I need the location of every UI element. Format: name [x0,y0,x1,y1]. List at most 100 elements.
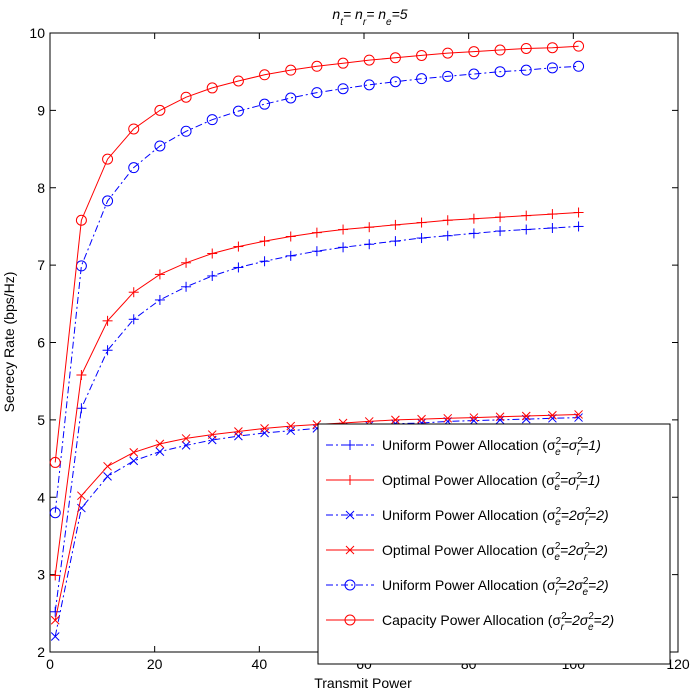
data-point [102,153,114,165]
legend-label-part: e [554,552,560,563]
data-point [50,632,60,641]
data-point [442,70,454,82]
legend-label: Uniform Power Allocation (σ2 r=2σ2 e=2) [382,576,609,598]
data-point [390,236,401,247]
data-point [102,195,114,207]
data-point [442,47,454,59]
legend-label-part: σ [547,437,556,453]
data-point [285,250,296,261]
marker-stroke [50,632,60,641]
marker-stroke [103,461,112,471]
title-text: n [332,6,340,22]
legend-label-part: 2 [555,541,561,552]
data-point [259,69,271,81]
data-point [181,281,192,292]
data-point [206,82,218,94]
data-point [546,62,558,74]
data-point [311,87,323,99]
marker-stroke [155,439,165,449]
marker-stroke [181,441,191,450]
title-text: = n [343,6,363,22]
data-point [50,570,61,581]
marker-stroke [443,413,453,423]
legend-label-part: Optimal Power Allocation ( [382,472,547,488]
marker-stroke [495,412,505,422]
legend-label: Capacity Power Allocation (σ2 r=2σ2 e=2) [382,611,614,633]
x-axis-label: Transmit Power [314,675,412,691]
data-point [468,68,480,80]
y-tick-label: 3 [37,567,45,583]
data-point [103,461,112,471]
legend-label: Uniform Power Allocation (σ2 e=2σ2 r=2) [382,506,609,528]
legend-label-part: 2 [556,576,562,587]
data-point [128,287,139,298]
data-point [154,104,166,116]
legend-label-part: =2) [594,612,615,628]
data-point [260,424,269,433]
legend-label-part: =2σ [560,542,585,558]
data-point [155,439,165,449]
series-1 [50,221,584,617]
data-point [49,507,61,519]
x-tick-label: 40 [252,656,268,672]
series-line [54,45,579,463]
legend-label-part: r [576,482,580,493]
legend-entry: Uniform Power Allocation (σ2 e=σ2 r=1) [326,436,601,458]
data-point [259,256,270,267]
legend-label-part: 2 [577,471,583,482]
data-point [494,66,506,78]
data-point [102,315,113,326]
data-point [76,369,87,380]
marker-stroke [574,413,583,422]
data-point [416,217,427,228]
series-6 [49,40,585,468]
data-point [416,233,427,244]
data-point [285,64,297,76]
legend-label-part: =1) [580,437,601,453]
marker-stroke [417,414,426,424]
series-5 [49,60,585,519]
legend-label-part: σ [546,542,555,558]
y-tick-label: 4 [37,489,45,505]
legend-label-part: r [561,622,565,633]
legend-label-part: e [582,587,588,598]
data-point [573,207,584,218]
x-tick-label: 120 [666,656,690,672]
legend-label-part: σ [546,472,555,488]
series-4 [50,410,583,625]
data-point [233,262,244,273]
legend-label-part: 2 [556,506,562,517]
data-point [468,46,480,58]
y-axis-label: Secrecy Rate (bps/Hz) [1,272,17,413]
data-point [389,52,401,64]
marker-stroke [574,410,583,419]
data-point [573,221,584,232]
data-point [547,222,558,233]
data-point [495,226,506,237]
legend-marker [345,475,355,485]
legend-marker [345,545,355,555]
data-point [337,57,349,69]
legend-label-part: e [555,517,561,528]
marker-stroke [234,427,243,436]
data-point [311,246,322,257]
legend-label-part: Capacity Power Allocation ( [382,612,553,628]
marker-stroke [548,410,557,420]
legend-marker [344,614,356,626]
legend-label-part: =2) [587,542,608,558]
data-point [521,210,532,221]
data-point [391,415,400,425]
marker-stroke [129,448,139,457]
title-text: =5 [392,6,408,22]
legend-label-part: r [584,552,588,563]
legend-entry: Capacity Power Allocation (σ2 r=2σ2 e=2) [326,611,614,633]
marker-stroke [345,510,355,520]
y-tick-label: 7 [37,257,45,273]
legend-entry: Uniform Power Allocation (σ2 e=2σ2 r=2) [326,506,609,528]
marker-stroke [345,545,355,555]
data-point [128,123,140,135]
data-point [154,269,165,280]
series-line [54,225,579,612]
